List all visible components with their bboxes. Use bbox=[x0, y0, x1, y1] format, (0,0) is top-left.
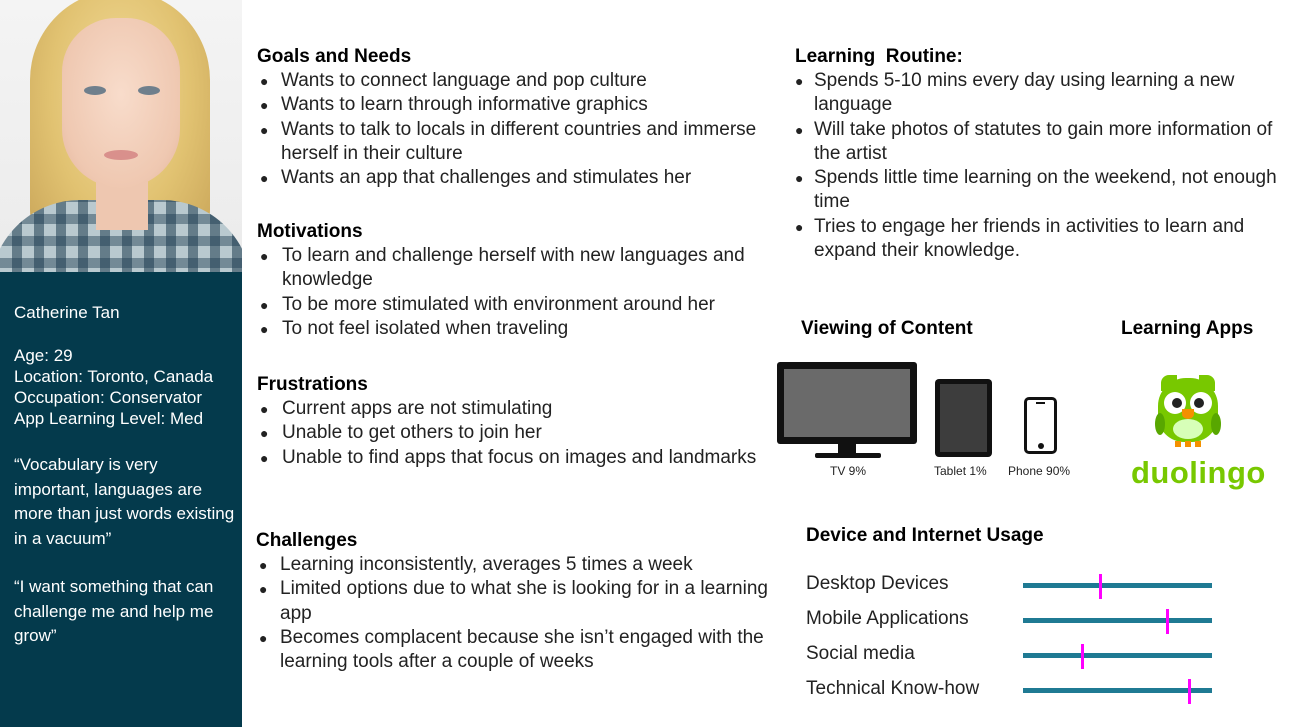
usage-label: Desktop Devices bbox=[806, 573, 949, 594]
viewing-title: Viewing of Content bbox=[801, 318, 973, 339]
usage-label: Social media bbox=[806, 643, 915, 664]
list-item: Unable to find apps that focus on images… bbox=[257, 446, 777, 471]
list-item: To be more stimulated with environment a… bbox=[257, 293, 777, 318]
usage-track bbox=[1023, 609, 1212, 634]
tv-stand bbox=[838, 444, 856, 454]
duolingo-logo-text: duolingo bbox=[1131, 455, 1266, 490]
tv-usage-label: TV 9% bbox=[830, 464, 867, 478]
routine-title: Learning Routine: bbox=[795, 46, 963, 67]
tv-base bbox=[815, 453, 881, 458]
persona-app-level: App Learning Level: Med bbox=[14, 409, 204, 428]
challenges-section: Challenges Learning inconsistently, aver… bbox=[256, 529, 776, 674]
list-item: Tries to engage her friends in activitie… bbox=[795, 215, 1285, 264]
list-item: Becomes complacent because she isn’t eng… bbox=[256, 626, 776, 675]
list-item: Current apps are not stimulating bbox=[257, 397, 777, 422]
persona-age: Age: 29 bbox=[14, 346, 73, 365]
usage-row-desktop: Desktop Devices bbox=[806, 572, 1226, 602]
persona-quote-1: “Vocabulary is very important, languages… bbox=[14, 455, 235, 548]
apps-title: Learning Apps bbox=[1121, 318, 1254, 339]
tablet-icon bbox=[935, 379, 992, 457]
list-item: Spends little time learning on the weeke… bbox=[795, 166, 1285, 215]
usage-marker bbox=[1080, 644, 1084, 669]
persona-photo bbox=[0, 0, 242, 272]
persona-occupation: Occupation: Conservator bbox=[14, 388, 203, 407]
persona-details: Catherine Tan Age: 29 Location: Toronto,… bbox=[14, 302, 236, 429]
tablet-usage-label: Tablet 1% bbox=[934, 464, 987, 478]
phone-usage-label: Phone 90% bbox=[1008, 464, 1071, 478]
list-item: Wants an app that challenges and stimula… bbox=[257, 166, 782, 191]
list-item: Wants to talk to locals in different cou… bbox=[257, 118, 782, 167]
goals-section: Goals and Needs Wants to connect languag… bbox=[257, 45, 782, 191]
profile-sidebar: Catherine Tan Age: 29 Location: Toronto,… bbox=[0, 0, 242, 727]
usage-track bbox=[1023, 644, 1212, 669]
list-item: Limited options due to what she is looki… bbox=[256, 577, 776, 626]
persona-quote-2: “I want something that can challenge me … bbox=[14, 577, 214, 645]
persona-name: Catherine Tan bbox=[14, 303, 120, 322]
motivations-title: Motivations bbox=[257, 221, 363, 242]
list-item: Wants to connect language and pop cultur… bbox=[257, 69, 782, 94]
persona-location: Location: Toronto, Canada bbox=[14, 367, 214, 386]
usage-title: Device and Internet Usage bbox=[806, 525, 1044, 546]
frustrations-section: Frustrations Current apps are not stimul… bbox=[257, 373, 777, 470]
list-item: Will take photos of statutes to gain mor… bbox=[795, 118, 1285, 167]
list-item: Wants to learn through informative graph… bbox=[257, 93, 782, 118]
usage-marker bbox=[1165, 609, 1169, 634]
routine-section: Learning Routine: Spends 5-10 mins every… bbox=[795, 45, 1285, 263]
phone-icon bbox=[1024, 397, 1057, 454]
list-item: To not feel isolated when traveling bbox=[257, 317, 777, 342]
list-item: Spends 5-10 mins every day using learnin… bbox=[795, 69, 1285, 118]
tv-icon bbox=[777, 362, 917, 444]
usage-track bbox=[1023, 574, 1212, 599]
usage-label: Mobile Applications bbox=[806, 608, 969, 629]
list-item: To learn and challenge herself with new … bbox=[257, 244, 777, 293]
usage-track bbox=[1023, 679, 1212, 704]
list-item: Learning inconsistently, averages 5 time… bbox=[256, 553, 776, 578]
list-item: Unable to get others to join her bbox=[257, 421, 777, 446]
usage-row-technical: Technical Know-how bbox=[806, 677, 1226, 707]
frustrations-title: Frustrations bbox=[257, 374, 368, 395]
goals-title: Goals and Needs bbox=[257, 46, 412, 67]
duolingo-owl-icon bbox=[1155, 375, 1221, 447]
usage-marker bbox=[1188, 679, 1192, 704]
motivations-section: Motivations To learn and challenge herse… bbox=[257, 220, 777, 341]
usage-row-mobile: Mobile Applications bbox=[806, 607, 1226, 637]
usage-marker bbox=[1099, 574, 1103, 599]
usage-row-social: Social media bbox=[806, 642, 1226, 672]
usage-label: Technical Know-how bbox=[806, 678, 980, 699]
challenges-title: Challenges bbox=[256, 530, 358, 551]
